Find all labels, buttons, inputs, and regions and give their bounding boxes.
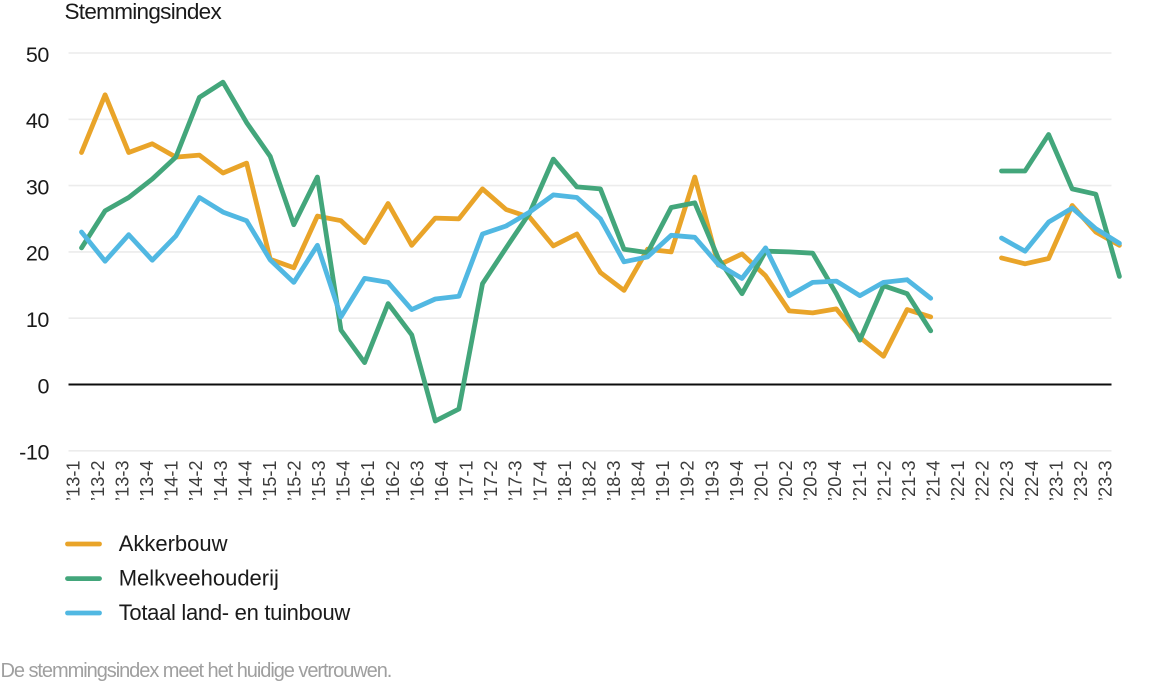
svg-text:Melkveehouderij: Melkveehouderij (119, 565, 279, 590)
svg-text:20: 20 (26, 242, 50, 266)
svg-text:’19-3: ’19-3 (702, 461, 722, 501)
svg-text:’15-3: ’15-3 (309, 461, 329, 501)
svg-text:’13-4: ’13-4 (137, 461, 157, 501)
svg-text:’19-2: ’19-2 (678, 461, 698, 501)
svg-text:50: 50 (26, 43, 50, 67)
svg-text:’21-3: ’21-3 (899, 461, 919, 501)
svg-text:’20-3: ’20-3 (801, 461, 821, 501)
svg-text:’22-1: ’22-1 (948, 461, 968, 501)
svg-text:’21-2: ’21-2 (874, 461, 894, 501)
svg-text:’16-4: ’16-4 (432, 461, 452, 501)
svg-text:’21-4: ’21-4 (924, 461, 944, 501)
svg-text:0: 0 (37, 374, 49, 398)
svg-text:’15-4: ’15-4 (334, 461, 354, 501)
svg-text:’23-2: ’23-2 (1071, 461, 1091, 501)
svg-text:-10: -10 (19, 441, 49, 465)
svg-text:’17-3: ’17-3 (506, 461, 526, 501)
svg-text:’15-2: ’15-2 (285, 461, 305, 501)
svg-text:’17-2: ’17-2 (481, 461, 501, 501)
svg-text:’16-1: ’16-1 (358, 461, 378, 501)
svg-text:’13-2: ’13-2 (88, 461, 108, 501)
svg-text:’16-3: ’16-3 (407, 461, 427, 501)
svg-text:’19-4: ’19-4 (727, 461, 747, 501)
svg-text:’20-1: ’20-1 (752, 461, 772, 501)
svg-text:Totaal land- en tuinbouw: Totaal land- en tuinbouw (119, 600, 351, 625)
svg-text:’13-3: ’13-3 (113, 461, 133, 501)
svg-text:’14-3: ’14-3 (211, 461, 231, 501)
svg-text:’23-1: ’23-1 (1046, 461, 1066, 501)
svg-text:10: 10 (26, 308, 50, 332)
svg-text:’22-4: ’22-4 (1022, 461, 1042, 501)
svg-text:Akkerbouw: Akkerbouw (119, 531, 228, 556)
svg-text:’22-3: ’22-3 (997, 461, 1017, 501)
svg-text:’18-1: ’18-1 (555, 461, 575, 501)
svg-text:’22-2: ’22-2 (973, 461, 993, 501)
svg-text:’18-2: ’18-2 (579, 461, 599, 501)
svg-text:’14-4: ’14-4 (235, 461, 255, 501)
svg-text:De stemmingsindex meet het hui: De stemmingsindex meet het huidige vertr… (1, 660, 392, 682)
svg-text:’20-4: ’20-4 (825, 461, 845, 501)
svg-text:’19-1: ’19-1 (653, 461, 673, 501)
svg-text:’13-1: ’13-1 (63, 461, 83, 501)
svg-text:Stemmingsindex: Stemmingsindex (65, 0, 223, 24)
svg-text:’17-4: ’17-4 (530, 461, 550, 501)
svg-text:’20-2: ’20-2 (776, 461, 796, 501)
svg-text:’21-1: ’21-1 (850, 461, 870, 501)
svg-text:30: 30 (26, 175, 50, 199)
svg-text:’16-2: ’16-2 (383, 461, 403, 501)
svg-text:’18-4: ’18-4 (629, 461, 649, 501)
svg-text:’14-2: ’14-2 (186, 461, 206, 501)
svg-text:’18-3: ’18-3 (604, 461, 624, 501)
svg-text:’14-1: ’14-1 (162, 461, 182, 501)
svg-text:40: 40 (26, 109, 50, 133)
svg-text:’17-1: ’17-1 (457, 461, 477, 501)
svg-text:’23-3: ’23-3 (1096, 461, 1116, 501)
svg-text:’15-1: ’15-1 (260, 461, 280, 501)
